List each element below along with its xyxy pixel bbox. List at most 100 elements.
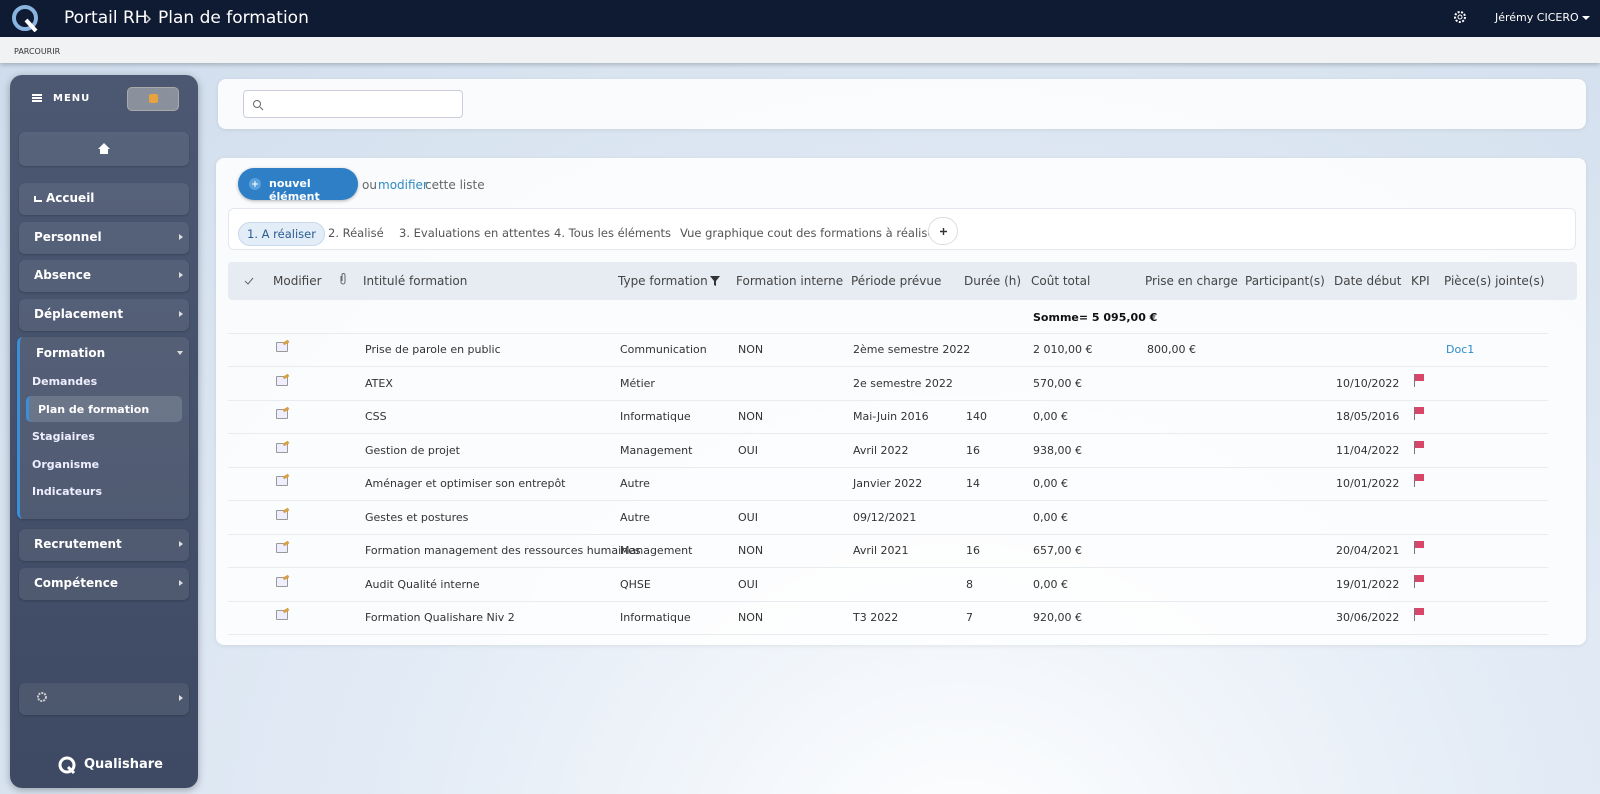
menu-label[interactable]: MENU — [53, 93, 91, 104]
menu-item[interactable]: Compétence — [19, 567, 189, 600]
edit-icon[interactable] — [276, 507, 290, 520]
menu-item-label[interactable]: Personnel — [34, 229, 102, 244]
row-divider — [228, 567, 1548, 568]
menu-item[interactable]: Recrutement — [19, 529, 189, 561]
add-view-button[interactable] — [928, 217, 958, 245]
menu-item-label[interactable]: Formation — [36, 346, 106, 360]
search-panel — [218, 79, 1586, 129]
kpi-flag-cloth — [1415, 373, 1424, 381]
kpi-flag-cloth — [1415, 440, 1424, 448]
column-header[interactable]: Date début — [1334, 274, 1402, 288]
submenu-item[interactable]: Demandes — [32, 375, 98, 388]
filter-icon[interactable] — [710, 276, 720, 286]
table-cell: Gestes et postures — [365, 510, 469, 524]
new-item-button[interactable]: nouvel élément — [238, 168, 358, 203]
edit-icon[interactable] — [276, 473, 290, 486]
settings-icon[interactable] — [1452, 9, 1468, 25]
menu-item-label[interactable]: Accueil — [46, 191, 95, 205]
column-header[interactable]: Modifier — [273, 274, 322, 288]
edit-icon[interactable] — [276, 540, 290, 553]
edit-icon[interactable] — [276, 373, 290, 386]
column-header[interactable]: Intitulé formation — [363, 274, 468, 288]
submenu-item[interactable]: Organisme — [32, 457, 100, 471]
submenu-item[interactable]: Stagiaires — [32, 430, 95, 443]
edit-icon[interactable] — [276, 574, 290, 587]
menu-item-label[interactable]: Recrutement — [34, 537, 122, 551]
table-cell: 2e semestre 2022 — [853, 376, 953, 390]
kpi-flag — [1414, 407, 1424, 420]
menu-item-label[interactable]: Absence — [34, 268, 91, 282]
menu-item[interactable]: Accueil — [19, 183, 189, 215]
menu-item[interactable]: Absence — [19, 260, 189, 292]
column-header[interactable]: Coût total — [1031, 274, 1091, 288]
menu-item-label[interactable]: Compétence — [34, 575, 118, 590]
column-header[interactable]: Participant(s) — [1245, 274, 1325, 288]
kpi-flag — [1414, 541, 1424, 554]
menu-item-label[interactable]: Déplacement — [34, 306, 124, 321]
column-header[interactable]: Formation interne — [736, 274, 844, 288]
edit-icon[interactable] — [276, 339, 290, 352]
menu-icon[interactable] — [32, 94, 42, 102]
row-divider — [228, 500, 1548, 501]
table-cell: 2ème semestre 2022 — [853, 343, 971, 356]
table-cell: T3 2022 — [853, 611, 899, 624]
edit-icon[interactable] — [276, 406, 290, 419]
table-cell: 920,00 € — [1033, 611, 1082, 624]
edit-icon[interactable] — [276, 607, 290, 620]
table-cell: Janvier 2022 — [853, 477, 923, 490]
row-divider — [228, 433, 1548, 434]
column-header[interactable]: Durée (h) — [964, 274, 1022, 288]
settings-item[interactable] — [19, 683, 189, 715]
menu-arrow[interactable] — [179, 310, 183, 317]
attachment-link[interactable]: Doc1 — [1446, 343, 1475, 356]
edit-list-link[interactable]: modifier — [378, 178, 428, 192]
table-cell: NON — [738, 611, 764, 624]
user-caret[interactable] — [1582, 16, 1590, 20]
menu-arrow[interactable] — [179, 541, 183, 547]
breadcrumb-item[interactable]: Portail RH — [64, 8, 148, 28]
submenu-item[interactable]: Indicateurs — [32, 485, 103, 498]
table-cell: OUI — [738, 510, 758, 524]
table-cell: 8 — [966, 577, 973, 591]
column-header[interactable]: Période prévue — [851, 274, 942, 288]
menu-group: Formation Demandes Plan de formation Stagia… — [17, 337, 189, 519]
menu-item[interactable]: Déplacement — [19, 298, 189, 331]
column-header[interactable]: Pièce(s) jointe(s) — [1444, 274, 1545, 288]
new-item-label[interactable]: nouvel élément — [269, 177, 320, 203]
table-cell: 0,00 € — [1033, 577, 1068, 591]
column-header[interactable]: Type formation — [618, 274, 708, 288]
table-cell: 16 — [966, 443, 980, 457]
submenu-item[interactable]: Plan de formation — [38, 402, 150, 416]
home-button[interactable] — [19, 132, 189, 166]
table-cell: 570,00 € — [1033, 376, 1082, 390]
attachment-icon — [340, 273, 346, 285]
menu-item[interactable]: Personnel — [19, 221, 189, 254]
select-all[interactable] — [244, 276, 254, 286]
view-tab[interactable]: 2. Réalisé — [328, 226, 384, 240]
table-header — [228, 262, 1577, 300]
menu-arrow[interactable] — [179, 579, 183, 586]
user-name[interactable]: Jérémy CICERO — [1495, 11, 1579, 24]
table-cell: 30/06/2022 — [1336, 611, 1400, 624]
tab-bar — [228, 208, 1576, 250]
view-tab[interactable]: 4. Tous les éléments — [554, 226, 671, 240]
table-cell: Autre — [620, 477, 650, 490]
edit-icon[interactable] — [276, 440, 290, 453]
menu-arrow[interactable] — [179, 272, 183, 278]
kpi-flag-cloth — [1415, 474, 1424, 481]
column-header[interactable]: KPI — [1411, 274, 1430, 288]
table-cell: 10/10/2022 — [1336, 376, 1400, 390]
menu-caret[interactable] — [177, 351, 183, 355]
search-input[interactable] — [243, 90, 463, 118]
row-divider — [228, 533, 1548, 535]
active-item-bg — [26, 395, 182, 422]
menu-arrow[interactable] — [179, 233, 183, 240]
ribbon-tab[interactable]: PARCOURIR — [14, 47, 61, 56]
view-tab[interactable]: 1. A réaliser — [238, 222, 325, 246]
view-tab[interactable]: 3. Evaluations en attentes — [399, 226, 550, 240]
row-divider — [228, 399, 1548, 401]
column-header[interactable]: Prise en charge — [1145, 274, 1238, 288]
kpi-flag — [1414, 373, 1424, 387]
lock-button[interactable] — [127, 87, 179, 111]
view-tab[interactable]: Vue graphique cout des formations à réal… — [680, 226, 940, 240]
